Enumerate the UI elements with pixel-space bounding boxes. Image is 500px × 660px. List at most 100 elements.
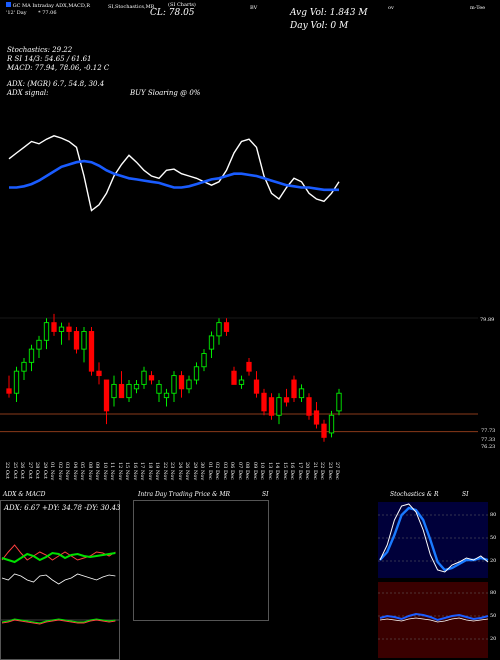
candle-body [171, 375, 177, 394]
date-tick-label: 25 Oct [11, 462, 18, 479]
date-tick-label: 12 Nov [116, 462, 123, 481]
stoch-panel-title: Stochastics & R [390, 491, 439, 498]
close-label: CL: 78.05 [150, 8, 195, 18]
date-tick-label: 28 Oct [34, 462, 40, 479]
header-day-label: '12' Day [6, 10, 27, 16]
si-readout: R SI 14/3: 54.65 / 61.61 [7, 55, 92, 63]
moving-average-line [9, 159, 339, 192]
date-tick-label: 18 Nov [146, 462, 153, 481]
date-tick-label: 22 Dec [319, 462, 325, 480]
date-tick-label: 09 Nov [94, 462, 100, 481]
candle-body [141, 370, 147, 385]
candle-body [193, 366, 200, 381]
price-top-label: 79.89 [480, 317, 495, 323]
stoch-level-50: 50 [490, 535, 497, 541]
main-price-chart [0, 135, 478, 442]
buy-signal-label: BUY Sloaring @ 0% [130, 89, 201, 97]
date-tick-label: 29 Nov [191, 462, 198, 481]
candle-body [73, 331, 80, 350]
adx-macd-panel: ADX: 6.67 +DY: 34.78 -DY: 30.43 [0, 500, 120, 660]
date-tick-label: 29 Oct [41, 462, 48, 479]
date-tick-label: 06 Dec [229, 462, 235, 480]
price-level-label-2: 77.33 [481, 437, 496, 443]
header-right-small1: ov [388, 5, 394, 11]
candle-body [276, 397, 282, 416]
header-day-value: * 77.06 [38, 10, 57, 16]
intra-panel-si: SI [262, 491, 269, 498]
date-tick-label: 26 Nov [184, 462, 190, 481]
candle-body [81, 331, 87, 350]
stoch-panel-si: SI [462, 491, 469, 498]
candle-body [328, 414, 335, 434]
rsi-level-80: 80 [490, 590, 497, 596]
date-tick-label: 11 Nov [109, 462, 115, 481]
candle-body [283, 397, 290, 403]
date-tick-label: 01 Nov [49, 462, 55, 481]
candle-body [21, 361, 27, 372]
date-tick-label: 17 Dec [296, 462, 303, 480]
avg-vol-label: Avg Vol: 1.843 M [290, 8, 368, 18]
stoch-rsi-panel [378, 500, 500, 660]
date-tick-label: 07 Dec [236, 462, 243, 480]
candle-body [148, 375, 155, 381]
adx-signal-label: ADX signal: [7, 89, 49, 97]
stochastics-readout: Stochastics: 29.22 [7, 46, 73, 54]
candle-body [13, 370, 20, 394]
candle-body [163, 392, 170, 399]
candle-body [253, 379, 260, 394]
candle-body [216, 322, 222, 337]
adx-panel-values: ADX: 6.67 +DY: 34.78 -DY: 30.43 [4, 504, 121, 512]
legend-square-icon [6, 2, 11, 7]
date-tick-label: 15 Dec [281, 462, 288, 480]
date-tick-label: 19 Nov [154, 462, 160, 481]
date-tick-label: 10 Dec [259, 462, 265, 480]
price-level-label-3: 76.23 [481, 444, 496, 450]
rsi-level-20: 20 [490, 636, 497, 642]
date-tick-label: 20 Dec [304, 462, 310, 480]
candle-body [43, 322, 50, 341]
date-tick-label: 22 Nov [161, 462, 168, 481]
header-center-labels: SI,Stochastics,MR [108, 4, 155, 10]
date-tick-label: 03 Nov [64, 462, 70, 481]
candle-body [246, 361, 252, 372]
intraday-panel [133, 500, 269, 621]
candle-body [6, 388, 12, 394]
candle-body [36, 339, 42, 350]
candle-body [208, 335, 215, 350]
date-tick-label: 04 Nov [71, 462, 78, 481]
date-tick-label: 10 Nov [101, 462, 108, 481]
price-level-label-1: 77.73 [481, 428, 496, 434]
candle-body [223, 322, 230, 332]
candle-body [231, 370, 237, 385]
candle-body [291, 379, 297, 399]
date-tick-label: 24 Nov [176, 462, 183, 481]
date-tick-label: 02 Dec [214, 462, 220, 480]
ticker-header: GC MA Intraday ADX,MACD,R [6, 2, 90, 9]
date-tick-label: 17 Nov [139, 462, 145, 481]
date-tick-label: 05 Nov [79, 462, 85, 481]
intra-panel-title: Intra Day Trading Price & MR [138, 491, 231, 498]
candle-body [103, 379, 110, 412]
candle-body [118, 383, 125, 399]
stoch-level-80: 80 [490, 512, 497, 518]
header-title: GC MA Intraday ADX,MACD,R [12, 3, 91, 9]
candle-body [298, 388, 305, 399]
date-tick-label: 01 Dec [206, 462, 213, 480]
candle-body [268, 397, 275, 416]
date-tick-label: 15 Nov [124, 462, 130, 481]
date-tick-label: 08 Dec [244, 462, 250, 480]
candle-body [156, 383, 162, 394]
candle-body [51, 322, 57, 332]
adx-panel-title: ADX & MACD [3, 491, 46, 498]
candle-body [186, 379, 192, 390]
candle-body [201, 353, 207, 368]
stoch-level-20: 20 [490, 558, 497, 564]
date-tick-label: 02 Nov [56, 462, 63, 481]
candle-body [321, 423, 327, 438]
candle-body [313, 410, 320, 425]
header-right-small2: m-Tee [470, 5, 486, 11]
candle-body [58, 326, 65, 332]
header-center-small: (SI Charts) [168, 2, 196, 8]
candle-body [306, 397, 312, 416]
candle-body [238, 379, 245, 385]
